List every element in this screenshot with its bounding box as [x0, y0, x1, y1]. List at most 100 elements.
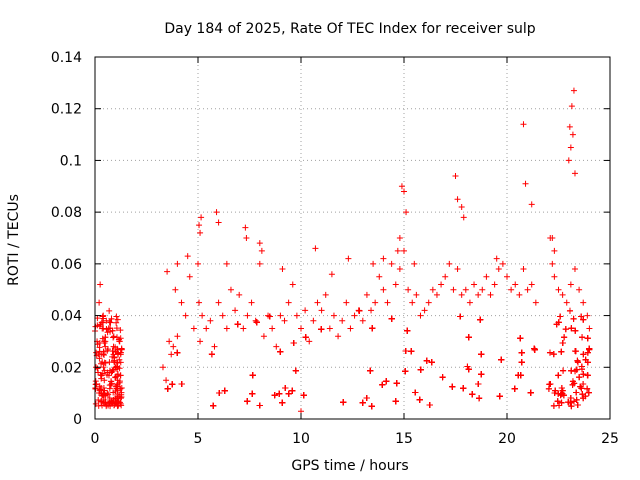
roti-point	[380, 286, 387, 293]
roti-point	[411, 260, 418, 267]
roti-point	[428, 359, 435, 366]
roti-point	[248, 299, 255, 306]
roti-point	[413, 291, 420, 298]
roti-point	[551, 273, 558, 280]
roti-point	[98, 372, 105, 379]
roti-point	[452, 172, 459, 179]
roti-point	[285, 390, 292, 397]
roti-point	[574, 357, 581, 364]
roti-point	[106, 319, 113, 326]
roti-point	[289, 281, 296, 288]
roti-point	[110, 351, 117, 358]
roti-point	[398, 183, 405, 190]
roti-point	[562, 326, 569, 333]
roti-point	[197, 338, 204, 345]
roti-point	[554, 398, 561, 405]
roti-point	[109, 368, 116, 375]
roti-point	[569, 381, 576, 388]
y-tick-labels: 0 0.02 0.04 0.06 0.08 0.1 0.12 0.14	[51, 50, 82, 428]
roti-point	[106, 359, 113, 366]
roti-point	[580, 381, 587, 388]
roti-point	[568, 403, 575, 410]
roti-point	[572, 327, 579, 334]
roti-point	[568, 103, 575, 110]
y-tick-label: 0.12	[51, 102, 82, 118]
data-points	[92, 87, 593, 415]
roti-point	[258, 247, 265, 254]
roti-point	[446, 260, 453, 267]
roti-point	[578, 313, 585, 320]
roti-point	[347, 325, 354, 332]
roti-point	[433, 291, 440, 298]
roti-point	[560, 367, 567, 374]
roti-point	[558, 348, 565, 355]
roti-point	[345, 255, 352, 262]
roti-point	[392, 281, 399, 288]
roti-point	[256, 260, 263, 267]
roti-point	[520, 266, 527, 273]
roti-point	[403, 209, 410, 216]
roti-point	[551, 389, 558, 396]
roti-point	[478, 371, 485, 378]
roti-point	[211, 343, 218, 350]
roti-point	[568, 325, 575, 332]
roti-point	[117, 351, 124, 358]
roti-point	[531, 346, 538, 353]
roti-point	[292, 367, 299, 374]
roti-point	[98, 384, 105, 391]
roti-point	[376, 273, 383, 280]
roti-point	[117, 335, 124, 342]
roti-point	[174, 333, 181, 340]
roti-point	[227, 286, 234, 293]
roti-point	[114, 377, 121, 384]
roti-point	[256, 240, 263, 247]
roti-point	[107, 403, 114, 410]
roti-point	[579, 334, 586, 341]
roti-point	[244, 312, 251, 319]
roti-point	[207, 317, 214, 324]
roti-point	[168, 351, 175, 358]
roti-point	[335, 333, 342, 340]
roti-point	[106, 394, 113, 401]
roti-point	[322, 291, 329, 298]
roti-point	[111, 401, 118, 408]
roti-point	[561, 334, 568, 341]
roti-point	[244, 398, 251, 405]
roti-point	[567, 144, 574, 151]
roti-point	[417, 366, 424, 373]
roti-point	[117, 327, 124, 334]
roti-point	[367, 367, 374, 374]
roti-point	[276, 390, 283, 397]
roti-point	[499, 260, 506, 267]
roti-point	[438, 281, 445, 288]
roti-point	[330, 312, 337, 319]
roti-point	[169, 381, 176, 388]
roti-point	[550, 351, 557, 358]
roti-point	[518, 349, 525, 356]
roti-point	[98, 398, 105, 405]
roti-point	[116, 338, 123, 345]
roti-point	[100, 312, 107, 319]
roti-point	[174, 349, 181, 356]
roti-point	[426, 401, 433, 408]
roti-point	[388, 315, 395, 322]
roti-point	[511, 385, 518, 392]
roti-point	[100, 364, 107, 371]
roti-point	[396, 266, 403, 273]
roti-point	[306, 338, 313, 345]
roti-point	[498, 356, 505, 363]
roti-point	[586, 346, 593, 353]
roti-point	[98, 351, 105, 358]
roti-point	[113, 325, 120, 332]
roti-point	[164, 385, 171, 392]
roti-point	[586, 325, 593, 332]
roti-point	[384, 299, 391, 306]
y-tick-label: 0.06	[51, 257, 82, 273]
roti-point	[277, 312, 284, 319]
roti-point	[326, 325, 333, 332]
roti-point	[442, 273, 449, 280]
roti-point	[559, 291, 566, 298]
x-axis-label: GPS time / hours	[291, 458, 408, 474]
roti-point	[582, 356, 589, 363]
